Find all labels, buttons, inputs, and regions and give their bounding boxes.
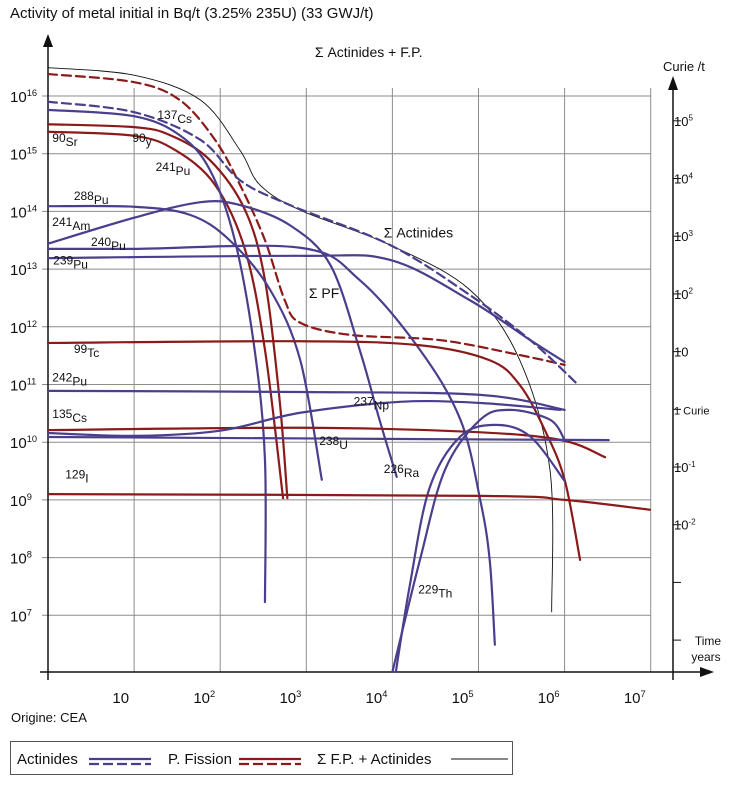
y-tick-label: 108	[10, 550, 32, 568]
right-tick-label: 10	[674, 345, 688, 360]
isotope-label: 240Pu	[91, 235, 126, 253]
x-tick-label: 107	[624, 689, 646, 707]
series-group	[46, 67, 651, 673]
y-tick-label: 1011	[10, 377, 36, 395]
isotope-label: 288Pu	[74, 189, 109, 207]
series-line--actinides	[46, 100, 580, 387]
series-line-137cs	[46, 123, 289, 500]
annotation-label: Σ Actinides + F.P.	[315, 44, 423, 60]
x-tick-label: 103	[279, 689, 301, 707]
isotope-label: 226Ra	[384, 462, 420, 480]
isotope-label: 90y	[132, 131, 151, 149]
legend-fission-label: P. Fission	[168, 751, 232, 768]
y-tick-label: 1010	[10, 434, 37, 452]
series-line-240pu	[46, 244, 496, 646]
isotope-label: 238U	[319, 434, 348, 452]
y-tick-label: 107	[10, 607, 32, 625]
x-axis-label-years: years	[691, 650, 720, 664]
y-tick-label: 109	[10, 492, 32, 510]
series-line-242pu	[46, 389, 566, 411]
series-line-237np	[46, 399, 562, 437]
isotope-label: 239Pu	[53, 253, 88, 271]
legend: Actinides P. Fission Σ F.P. + Actinides	[10, 741, 513, 775]
right-tick-label: 1 Curie	[674, 405, 709, 417]
chart-title: Activity of metal initial in Bq/t (3.25%…	[10, 5, 373, 22]
legend-actinides-swatch	[89, 757, 151, 766]
x-tick-label: 104	[366, 689, 388, 707]
right-axis-arrow	[668, 76, 678, 90]
y-tick-label: 1012	[10, 319, 37, 337]
series-line-239pu	[46, 254, 566, 364]
series-line--f-p-actinides	[47, 67, 554, 613]
isotope-label: 241Pu	[156, 160, 191, 178]
series-line-241pu	[46, 108, 267, 604]
source-note: Origine: CEA	[11, 710, 87, 725]
isotope-label: 129I	[65, 468, 88, 486]
y-tick-label: 1016	[10, 88, 37, 106]
right-tick-label: 102	[674, 287, 693, 302]
legend-fission-swatch	[239, 757, 301, 766]
annotation-label: Σ Actinides	[384, 224, 453, 240]
isotope-label: 229Th	[418, 582, 452, 600]
series-line-229th	[391, 408, 566, 673]
isotope-label: 137Cs	[157, 108, 192, 126]
isotope-label: 241Am	[52, 215, 90, 233]
y-axis-arrow	[43, 34, 53, 47]
legend-actinides-label: Actinides	[17, 751, 78, 768]
isotope-label: 242Pu	[52, 371, 87, 389]
annotation-label: Σ PF	[309, 285, 339, 301]
right-tick-label: 103	[674, 229, 693, 244]
x-axis-label-time: Time	[695, 634, 722, 648]
x-axis-arrow	[700, 667, 714, 677]
isotope-label: 237Np	[354, 394, 390, 412]
series-line-226ra	[394, 423, 566, 673]
y-tick-label: 1013	[10, 261, 37, 279]
legend-total-label: Σ F.P. + Actinides	[317, 751, 431, 768]
right-tick-label: 104	[674, 171, 693, 186]
series-line-129i	[46, 493, 651, 511]
right-tick-label: 105	[674, 114, 693, 129]
isotope-label: 99Tc	[74, 342, 99, 360]
series-line-241am	[46, 200, 398, 478]
x-tick-label: 106	[538, 689, 560, 707]
series-line-238pu	[46, 204, 323, 481]
isotope-label: 135Cs	[52, 407, 87, 425]
x-tick-label: 105	[452, 689, 474, 707]
series-line-99tc	[46, 340, 582, 562]
grid	[42, 88, 652, 672]
series-line--pf	[46, 72, 566, 366]
right-axis-title: Curie /t	[663, 59, 705, 74]
right-tick-label: 10-1	[674, 460, 696, 475]
x-tick-label: 10	[112, 690, 129, 707]
y-tick-label: 1015	[10, 146, 37, 164]
series-line-238u	[46, 435, 610, 442]
right-tick-label: 10-2	[674, 518, 696, 533]
series-line-90sr-90y	[46, 130, 285, 500]
legend-graphics: Actinides P. Fission Σ F.P. + Actinides	[17, 751, 508, 768]
isotope-label: 90Sr	[52, 131, 77, 149]
x-tick-label: 102	[193, 689, 215, 707]
y-tick-label: 1014	[10, 203, 37, 221]
